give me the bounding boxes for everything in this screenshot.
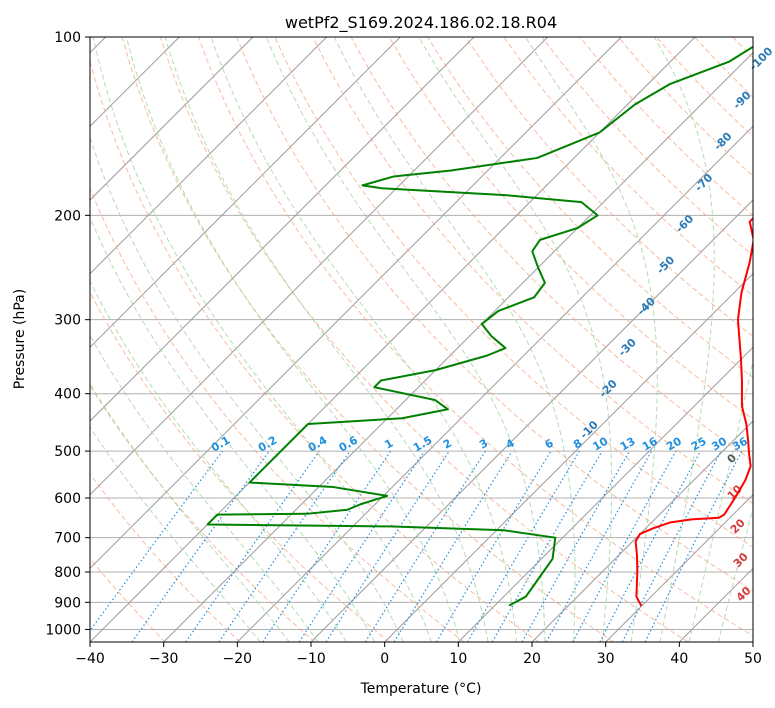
y-tick-label: 800 bbox=[54, 565, 81, 581]
isotherm-line bbox=[90, 37, 696, 642]
dry-adiabat-line bbox=[198, 37, 753, 637]
moist-adiabat-line bbox=[125, 37, 461, 642]
y-tick-label: 900 bbox=[54, 595, 81, 611]
moist-adiabat-line bbox=[90, 280, 347, 642]
isotherm-line bbox=[90, 37, 401, 349]
plot-area bbox=[90, 37, 753, 642]
y-tick-label: 600 bbox=[54, 491, 81, 507]
moist-adiabat-line bbox=[265, 37, 546, 642]
dry-adiabat-line bbox=[90, 59, 540, 642]
y-tick-label: 700 bbox=[54, 531, 81, 547]
isotherm-line bbox=[90, 37, 254, 201]
isotherm-line bbox=[163, 51, 753, 642]
plot-frame bbox=[89, 36, 754, 643]
dry-adiabat-line bbox=[426, 37, 753, 378]
mixing-ratio-line bbox=[298, 450, 425, 642]
moist-adiabat-line bbox=[210, 37, 517, 642]
dry-adiabat-line bbox=[90, 291, 390, 642]
sounding-profiles bbox=[206, 45, 753, 607]
mixing-ratio-line bbox=[393, 450, 513, 642]
mixing-ratio-line bbox=[131, 450, 270, 642]
mixing-ratio-line bbox=[572, 450, 677, 642]
y-tick-label: 300 bbox=[54, 313, 81, 329]
moist-adiabat-line bbox=[717, 506, 753, 642]
isotherm-line bbox=[310, 199, 753, 642]
mixing-ratio-line bbox=[185, 450, 320, 642]
isotherm-line bbox=[457, 346, 753, 642]
isotherm-line bbox=[531, 420, 753, 642]
dry-adiabat-line bbox=[350, 37, 753, 462]
x-axis-title: Temperature (°C) bbox=[360, 681, 482, 697]
moist-adiabat-line bbox=[90, 216, 376, 642]
temperature-profile-line bbox=[634, 217, 753, 607]
x-tick-label: −10 bbox=[296, 651, 326, 667]
moist-adiabat-line bbox=[90, 382, 290, 642]
dry-adiabat-line bbox=[121, 37, 614, 642]
dry-adiabat-line bbox=[503, 37, 753, 297]
isotherm-line bbox=[236, 125, 753, 642]
y-tick-label: 1000 bbox=[45, 622, 81, 638]
dry-adiabat-line bbox=[90, 472, 241, 642]
x-tick-label: −40 bbox=[75, 651, 105, 667]
mixing-ratio-line bbox=[545, 450, 653, 642]
x-tick-label: 10 bbox=[449, 651, 467, 667]
axes: −40 −30 −20 −10 0 10 20 30 40 50 100 200 300 400 500 60… bbox=[45, 30, 762, 667]
dry-adiabat-line bbox=[274, 37, 753, 548]
isotherm-line bbox=[90, 37, 622, 570]
mixing-ratio-line bbox=[325, 450, 450, 642]
x-tick-label: −20 bbox=[223, 651, 253, 667]
dry-adiabat-line bbox=[236, 37, 753, 592]
y-tick-label: 500 bbox=[54, 444, 81, 460]
x-tick-label: 0 bbox=[380, 651, 389, 667]
moist-adiabat-line bbox=[90, 334, 319, 642]
mixing-ratio-line bbox=[218, 450, 351, 642]
mixing-ratio-line bbox=[90, 450, 223, 632]
moist-adiabat-line bbox=[92, 37, 432, 642]
x-tick-label: 50 bbox=[744, 651, 762, 667]
dry-adiabat-line bbox=[90, 186, 465, 642]
isotherm-line bbox=[90, 37, 549, 496]
moist-adiabat-line bbox=[90, 426, 261, 642]
isotherm-line bbox=[90, 37, 475, 422]
moist-adiabat-line bbox=[333, 37, 576, 642]
x-tick-label: 30 bbox=[597, 651, 615, 667]
background-lines bbox=[90, 37, 753, 642]
dry-adiabat-line bbox=[90, 557, 166, 642]
isotherm-line bbox=[90, 37, 328, 275]
y-tick-label: 100 bbox=[54, 30, 81, 46]
moist-adiabat-line bbox=[164, 37, 489, 642]
x-tick-label: 40 bbox=[670, 651, 688, 667]
dewpoint-profile-line bbox=[206, 45, 753, 607]
moist-adiabat-line bbox=[688, 358, 753, 642]
isotherm-line bbox=[605, 493, 753, 642]
moist-adiabat-line bbox=[90, 136, 404, 642]
mixing-ratio-line bbox=[644, 450, 743, 642]
moist-adiabat-line bbox=[418, 37, 613, 642]
chart-title: wetPf2_S169.2024.186.02.18.R04 bbox=[285, 13, 557, 33]
moist-adiabat-line bbox=[653, 37, 715, 642]
x-tick-label: 20 bbox=[523, 651, 541, 667]
mixing-ratio-line bbox=[262, 450, 392, 642]
y-tick-label: 200 bbox=[54, 208, 81, 224]
y-axis-title: Pressure (hPa) bbox=[12, 289, 28, 389]
mixing-ratio-line bbox=[521, 450, 631, 642]
x-tick-label: −30 bbox=[149, 651, 179, 667]
isotherm-line bbox=[384, 272, 753, 642]
y-tick-label: 400 bbox=[54, 387, 81, 403]
